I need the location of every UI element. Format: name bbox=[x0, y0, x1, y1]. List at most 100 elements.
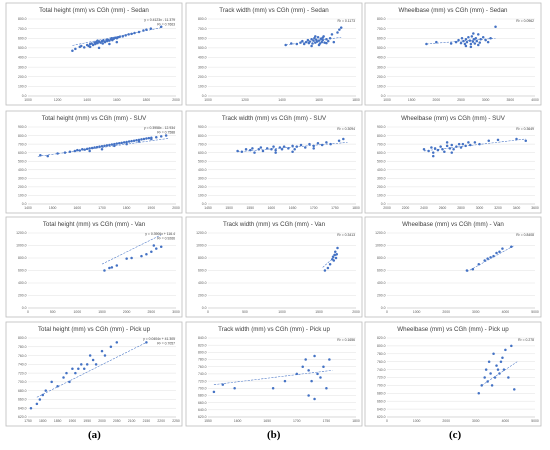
data-point bbox=[329, 142, 332, 146]
r-squared-label: R² = 0.1173 bbox=[337, 19, 355, 23]
data-point bbox=[164, 134, 168, 137]
panel-frame bbox=[5, 2, 183, 106]
data-point bbox=[486, 40, 490, 44]
data-point bbox=[94, 363, 98, 366]
x-tick-label: 0 bbox=[386, 419, 388, 423]
x-tick-label: 1700 bbox=[98, 206, 106, 210]
data-point bbox=[477, 43, 480, 47]
data-point bbox=[130, 139, 133, 143]
data-point bbox=[282, 145, 286, 148]
data-point bbox=[95, 145, 99, 149]
data-point bbox=[507, 376, 510, 379]
data-point bbox=[316, 142, 320, 145]
y-tick-label: 1200.0 bbox=[375, 231, 385, 235]
data-point bbox=[492, 254, 495, 258]
x-tick-label: 2050 bbox=[113, 419, 121, 423]
y-tick-label: 100.0 bbox=[198, 85, 207, 89]
data-point bbox=[155, 136, 158, 139]
data-point bbox=[88, 147, 91, 150]
x-tick-label: 1600 bbox=[113, 98, 121, 102]
x-tick-label: 1800 bbox=[352, 98, 360, 102]
data-point bbox=[445, 141, 449, 144]
data-point bbox=[299, 143, 303, 147]
data-point bbox=[314, 41, 317, 44]
data-point bbox=[502, 368, 506, 371]
data-point bbox=[272, 145, 275, 148]
x-tick-label: 1700 bbox=[310, 206, 318, 210]
y-tick-label: 660.0 bbox=[18, 398, 27, 402]
x-tick-label: 2000 bbox=[433, 98, 441, 102]
data-point bbox=[140, 254, 143, 258]
data-point bbox=[271, 387, 275, 390]
y-tick-label: 0.0 bbox=[381, 202, 386, 206]
data-point bbox=[293, 147, 296, 151]
data-point bbox=[504, 348, 507, 352]
data-point bbox=[334, 250, 337, 253]
x-tick-label: 1600 bbox=[74, 206, 82, 210]
y-tick-label: 1000.0 bbox=[375, 244, 385, 248]
data-point bbox=[435, 40, 438, 44]
data-point bbox=[496, 138, 500, 142]
trendline bbox=[36, 342, 147, 398]
data-point bbox=[449, 42, 453, 45]
data-point bbox=[44, 389, 48, 392]
y-tick-label: 760.0 bbox=[18, 354, 27, 358]
y-tick-label: 200.0 bbox=[198, 185, 207, 189]
data-point bbox=[142, 137, 146, 141]
data-point bbox=[484, 38, 487, 42]
panel-frame bbox=[5, 110, 183, 214]
data-point bbox=[316, 372, 319, 376]
chart-title: Total height (mm) vs CGh (mm) - Pick up bbox=[38, 326, 151, 333]
data-point bbox=[77, 367, 80, 370]
x-tick-label: 1500 bbox=[49, 206, 57, 210]
y-tick-label: 620.0 bbox=[18, 415, 27, 419]
data-point bbox=[479, 37, 482, 41]
x-tick-label: 2000 bbox=[383, 206, 391, 210]
y-tick-label: 600.0 bbox=[18, 151, 27, 155]
y-tick-label: 600.0 bbox=[18, 269, 27, 273]
panel-frame bbox=[185, 216, 363, 318]
y-tick-label: 600.0 bbox=[377, 151, 386, 155]
r-squared-label: R² = 0.0962 bbox=[516, 19, 534, 23]
trendline bbox=[423, 138, 526, 152]
data-point bbox=[460, 37, 464, 40]
x-tick-label: 4000 bbox=[531, 98, 539, 102]
data-point bbox=[335, 253, 339, 256]
data-point bbox=[332, 40, 336, 44]
x-tick-label: 1500 bbox=[315, 310, 323, 314]
data-point bbox=[118, 35, 122, 39]
chart-panel-4: Track width (mm) vs CGh (mm) - SUV 0.0 100… bbox=[185, 110, 363, 214]
y-tick-label: 780.0 bbox=[198, 358, 207, 362]
data-point bbox=[471, 268, 475, 271]
data-point bbox=[78, 149, 82, 152]
data-point bbox=[109, 345, 113, 349]
data-point bbox=[39, 153, 42, 157]
data-point bbox=[103, 269, 106, 272]
x-tick-label: 1000 bbox=[24, 98, 32, 102]
data-point bbox=[62, 376, 65, 379]
y-tick-label: 500.0 bbox=[198, 159, 207, 163]
data-point bbox=[448, 147, 452, 150]
data-point bbox=[441, 147, 444, 151]
y-tick-label: 800.0 bbox=[198, 134, 207, 138]
data-point bbox=[121, 35, 124, 38]
data-point bbox=[56, 385, 59, 388]
data-point bbox=[312, 147, 315, 150]
x-tick-label: 1000 bbox=[383, 98, 391, 102]
x-tick-label: 2400 bbox=[420, 206, 428, 210]
data-point bbox=[459, 41, 463, 45]
data-point bbox=[71, 367, 74, 370]
x-tick-label: 1750 bbox=[323, 419, 331, 423]
y-tick-label: 500.0 bbox=[198, 46, 207, 50]
y-tick-label: 620.0 bbox=[377, 415, 386, 419]
data-point bbox=[302, 42, 306, 46]
y-tick-label: 900.0 bbox=[377, 125, 386, 129]
y-tick-label: 1000.0 bbox=[196, 244, 206, 248]
data-point bbox=[495, 251, 498, 255]
data-point bbox=[73, 149, 77, 153]
data-point bbox=[457, 38, 460, 42]
data-point bbox=[93, 146, 96, 149]
data-point bbox=[115, 341, 119, 344]
data-point bbox=[82, 367, 86, 370]
